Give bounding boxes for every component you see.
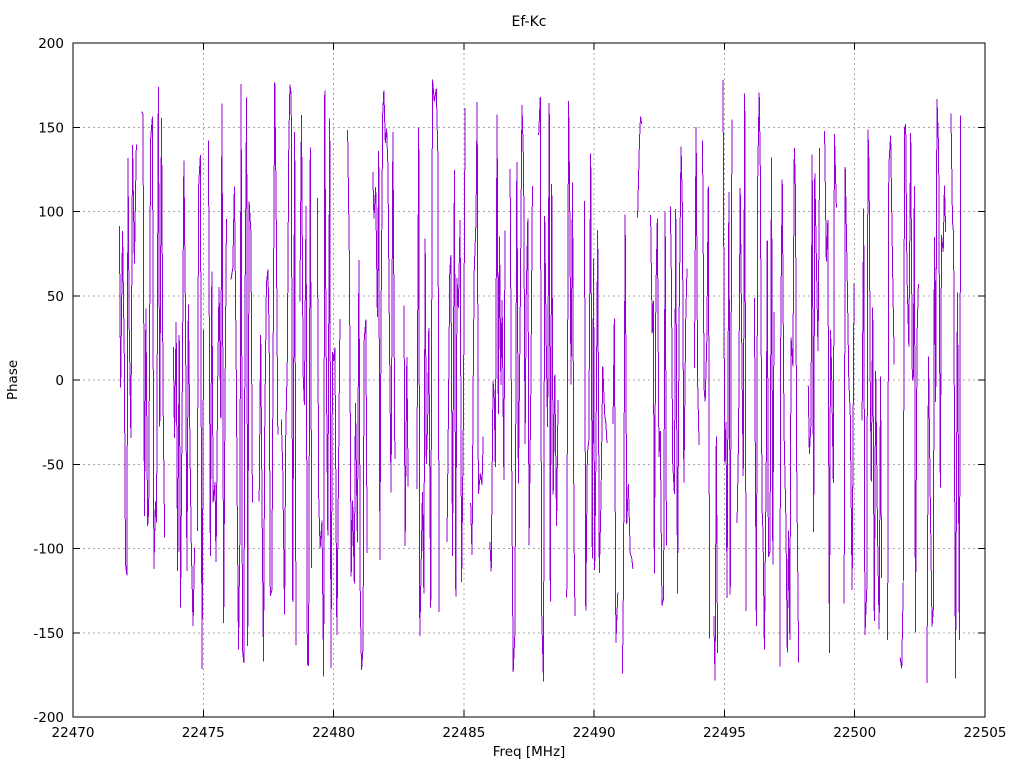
- phase-trace-segment: [713, 436, 719, 681]
- x-tick-label: 22485: [442, 725, 485, 741]
- phase-trace-segment: [446, 107, 466, 597]
- phase-trace-segment: [347, 130, 368, 671]
- phase-trace-segment: [926, 98, 947, 684]
- phase-trace-segment: [403, 305, 409, 547]
- phase-trace-segment: [612, 318, 619, 643]
- phase-trace-segment: [899, 124, 919, 669]
- phase-trace-segment: [861, 129, 883, 636]
- labels: -200 -150 -100 -50 0 50 100 150 200 22470 22475 224…: [5, 14, 1006, 760]
- phase-trace-segment: [470, 101, 484, 556]
- phase-trace-segment: [621, 214, 634, 674]
- phase-trace-segment: [887, 135, 895, 640]
- phase-trace-segment: [509, 104, 533, 673]
- y-tick-label: 0: [55, 373, 64, 389]
- phase-trace-segment: [583, 153, 608, 611]
- phase-trace-segment: [230, 84, 253, 664]
- phase-trace-segment: [843, 167, 855, 604]
- phase-trace-segment: [702, 140, 711, 639]
- phase-trace-segment: [489, 114, 506, 572]
- phase-trace-segment: [722, 79, 733, 599]
- y-tick-label: 200: [38, 36, 64, 52]
- phase-trace-segment: [258, 82, 279, 662]
- phase-trace-segment: [779, 147, 800, 667]
- phase-trace-segment: [650, 211, 667, 606]
- phase-trace-segment: [118, 144, 137, 576]
- y-tick-label: 50: [47, 289, 64, 305]
- phase-trace-segment: [753, 92, 775, 650]
- phase-trace-segment: [316, 90, 341, 677]
- x-tick-label: 22475: [182, 725, 225, 741]
- phase-trace-segment: [736, 93, 747, 612]
- y-tick-label: -100: [33, 542, 64, 558]
- x-tick-label: 22500: [833, 725, 876, 741]
- x-tick-label: 22495: [703, 725, 746, 741]
- phase-trace-segment: [693, 127, 700, 446]
- phase-trace-segment: [172, 160, 196, 626]
- x-tick-label: 22470: [52, 725, 95, 741]
- y-tick-label: -150: [33, 626, 64, 642]
- x-tick-label: 22490: [573, 725, 616, 741]
- phase-trace-segment: [824, 130, 837, 654]
- x-axis-label: Freq [MHz]: [493, 744, 566, 760]
- phase-trace-segment: [372, 90, 396, 560]
- plot-frame: [72, 42, 986, 718]
- phase-trace-segment: [299, 115, 313, 667]
- y-tick-label: 100: [38, 205, 64, 221]
- phase-trace-segment: [538, 96, 559, 682]
- y-axis-label: Phase: [5, 360, 21, 400]
- phase-trace-segment: [669, 146, 688, 594]
- phase-trace-segment: [637, 116, 643, 218]
- phase-trace-segment: [196, 155, 205, 669]
- phase-trace-segment: [807, 147, 821, 532]
- phase-trace-segment: [950, 113, 962, 679]
- y-tick-label: 150: [38, 120, 64, 136]
- y-tick-label: -200: [33, 710, 64, 726]
- phase-trace-segment: [280, 84, 297, 645]
- x-tick-label: 22480: [312, 725, 355, 741]
- phase-trace-segment: [566, 100, 576, 617]
- phase-trace-segment: [141, 86, 166, 569]
- data-series: [118, 79, 962, 684]
- y-tick-label: -50: [42, 457, 64, 473]
- phase-trace-segment: [207, 103, 227, 624]
- chart-title: Ef-Kc: [512, 14, 547, 30]
- x-tick-label: 22505: [964, 725, 1007, 741]
- phase-trace-segment: [416, 79, 440, 637]
